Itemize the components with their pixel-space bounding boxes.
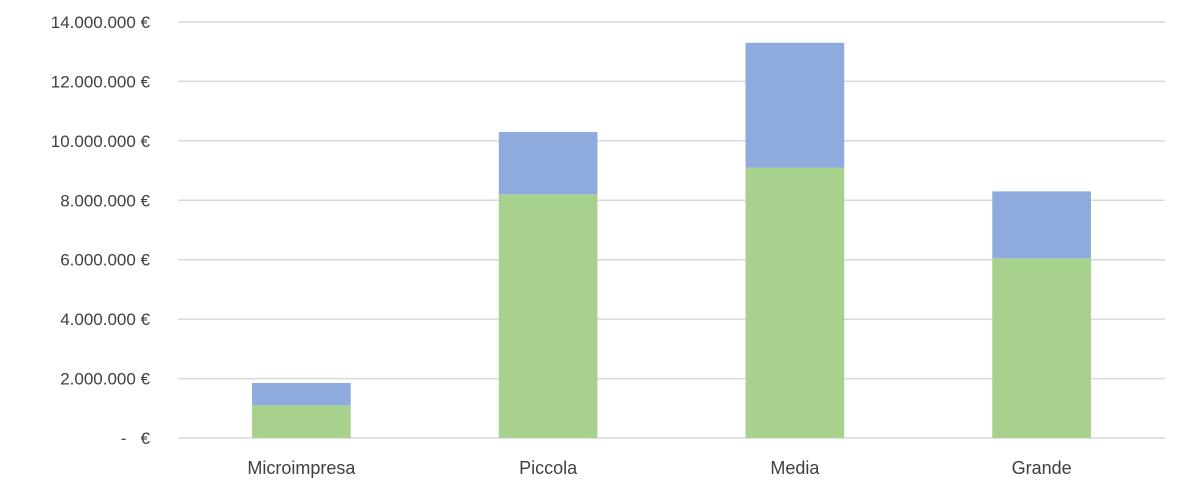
x-axis-category-labels: Microimpresa Piccola Media Grande (247, 458, 1071, 478)
bar-piccola-segment-1 (498, 194, 598, 438)
bar-media-segment-1 (745, 167, 845, 438)
x-category-label-grande: Grande (1012, 458, 1072, 478)
gridlines (178, 21, 1165, 439)
y-tick-label-5: 10.000.000 € (51, 132, 151, 151)
bar-piccola-segment-2 (498, 131, 598, 195)
x-category-label-microimpresa: Microimpresa (247, 458, 356, 478)
y-tick-label-0: - € (121, 429, 151, 448)
bar-microimpresa-segment-1 (252, 405, 351, 438)
y-axis-tick-labels: - € 2.000.000 € 4.000.000 € 6.000.000 € 8.00… (51, 13, 151, 448)
y-tick-label-2: 4.000.000 € (60, 310, 150, 329)
y-tick-label-4: 8.000.000 € (60, 191, 150, 210)
y-tick-label-6: 12.000.000 € (51, 72, 151, 91)
x-category-label-piccola: Piccola (519, 458, 578, 478)
bar-grande-segment-1 (992, 258, 1091, 438)
y-tick-label-1: 2.000.000 € (60, 370, 150, 389)
bars (252, 42, 1091, 438)
x-category-label-media: Media (770, 458, 820, 478)
y-tick-label-7: 14.000.000 € (51, 13, 151, 32)
y-tick-label-3: 6.000.000 € (60, 251, 150, 270)
bar-grande-segment-2 (992, 191, 1091, 259)
bar-microimpresa-segment-2 (252, 383, 351, 406)
bar-media-segment-2 (745, 42, 845, 168)
